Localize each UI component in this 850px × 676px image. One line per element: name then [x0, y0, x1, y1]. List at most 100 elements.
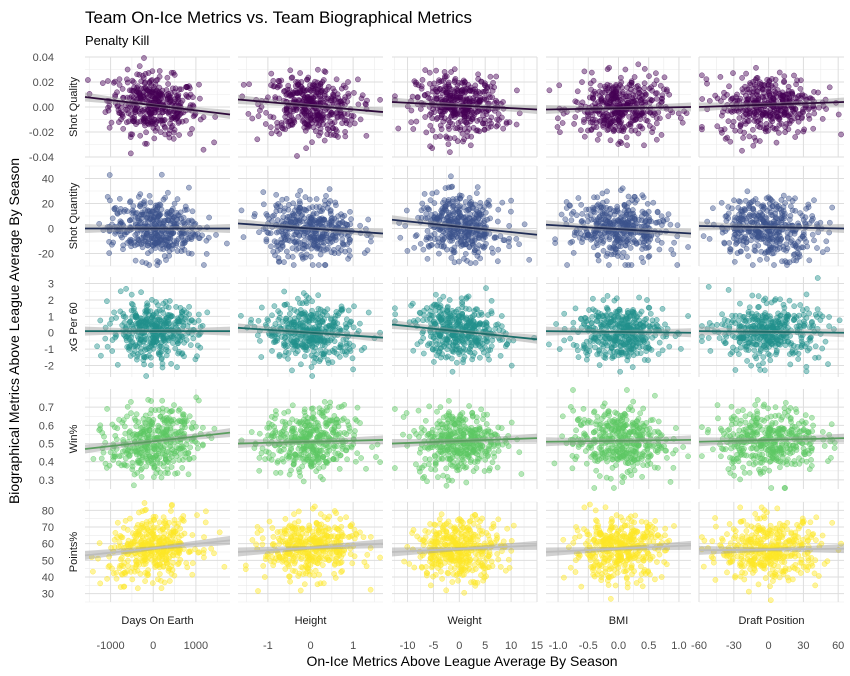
data-point [751, 243, 758, 250]
data-point [305, 74, 312, 81]
data-point [260, 201, 267, 208]
data-point [628, 262, 635, 268]
data-point [424, 91, 431, 97]
data-point [168, 360, 174, 367]
data-point [501, 237, 508, 243]
data-point [143, 140, 150, 147]
data-point [184, 219, 191, 226]
data-point [143, 373, 150, 379]
data-point [157, 211, 164, 218]
data-point [653, 136, 660, 143]
data-point [155, 351, 162, 357]
data-point [750, 142, 757, 149]
y-tick-label: 0.00 [33, 102, 54, 114]
data-point [463, 119, 470, 126]
data-point [759, 93, 766, 100]
data-point [806, 257, 813, 264]
data-point [609, 111, 616, 118]
data-point [610, 128, 617, 135]
data-point [165, 348, 171, 355]
data-point [611, 208, 617, 214]
data-point [750, 126, 756, 133]
data-point [350, 366, 356, 373]
data-point [546, 87, 553, 94]
data-point [154, 125, 160, 131]
data-point [176, 86, 183, 93]
data-point [477, 199, 484, 206]
data-point [449, 203, 456, 210]
data-point [148, 235, 155, 242]
data-point [490, 79, 496, 86]
data-point [317, 208, 324, 214]
data-point [303, 113, 310, 119]
data-point [106, 250, 113, 256]
data-point [767, 236, 774, 242]
data-point [112, 334, 119, 341]
data-point [658, 132, 665, 138]
data-point [120, 125, 127, 132]
data-point [331, 88, 338, 95]
data-point [303, 145, 309, 152]
data-point [737, 198, 743, 205]
data-point [809, 213, 816, 219]
data-point [206, 214, 212, 221]
data-point [740, 113, 747, 119]
data-point [324, 125, 331, 132]
data-point [475, 232, 481, 238]
data-point [494, 116, 500, 123]
data-point [758, 248, 765, 255]
data-point [594, 136, 601, 143]
data-point [500, 99, 506, 105]
data-point [516, 241, 522, 248]
data-point [145, 219, 151, 226]
data-point [140, 72, 146, 79]
data-point [757, 124, 763, 131]
data-point [718, 199, 725, 206]
data-point [107, 197, 113, 204]
data-point [168, 230, 175, 237]
data-point [801, 126, 808, 133]
data-point [623, 134, 630, 141]
data-point [309, 233, 315, 240]
data-point [811, 110, 818, 117]
data-point [313, 219, 320, 226]
data-point [472, 259, 479, 266]
data-point [448, 255, 455, 261]
data-point [443, 89, 450, 96]
data-point [111, 309, 117, 316]
data-point [309, 83, 316, 89]
data-point [791, 240, 798, 247]
data-point [650, 125, 656, 132]
data-point [451, 66, 458, 73]
data-point [141, 318, 148, 325]
data-point [287, 107, 294, 114]
data-point [129, 77, 136, 84]
y-axis-title: Biographical Metrics Above League Averag… [6, 158, 22, 504]
data-point [269, 213, 276, 220]
data-point [425, 206, 432, 212]
data-point [764, 229, 770, 236]
data-point [725, 118, 732, 125]
data-point [351, 90, 357, 96]
data-point [464, 206, 471, 213]
data-point [147, 199, 154, 206]
data-point [173, 92, 180, 99]
data-point [733, 241, 739, 247]
data-point [200, 146, 207, 153]
data-point [128, 240, 135, 247]
data-point [117, 288, 124, 295]
data-point [464, 257, 470, 264]
data-point [591, 206, 598, 212]
data-point [506, 243, 512, 250]
data-point [604, 81, 611, 88]
data-point [759, 217, 766, 223]
data-point [418, 207, 425, 214]
data-point [739, 75, 745, 81]
data-point [141, 361, 147, 368]
data-point [798, 77, 804, 84]
data-point [99, 80, 106, 86]
data-point [746, 133, 753, 140]
data-point [737, 248, 744, 255]
data-point [165, 109, 172, 116]
